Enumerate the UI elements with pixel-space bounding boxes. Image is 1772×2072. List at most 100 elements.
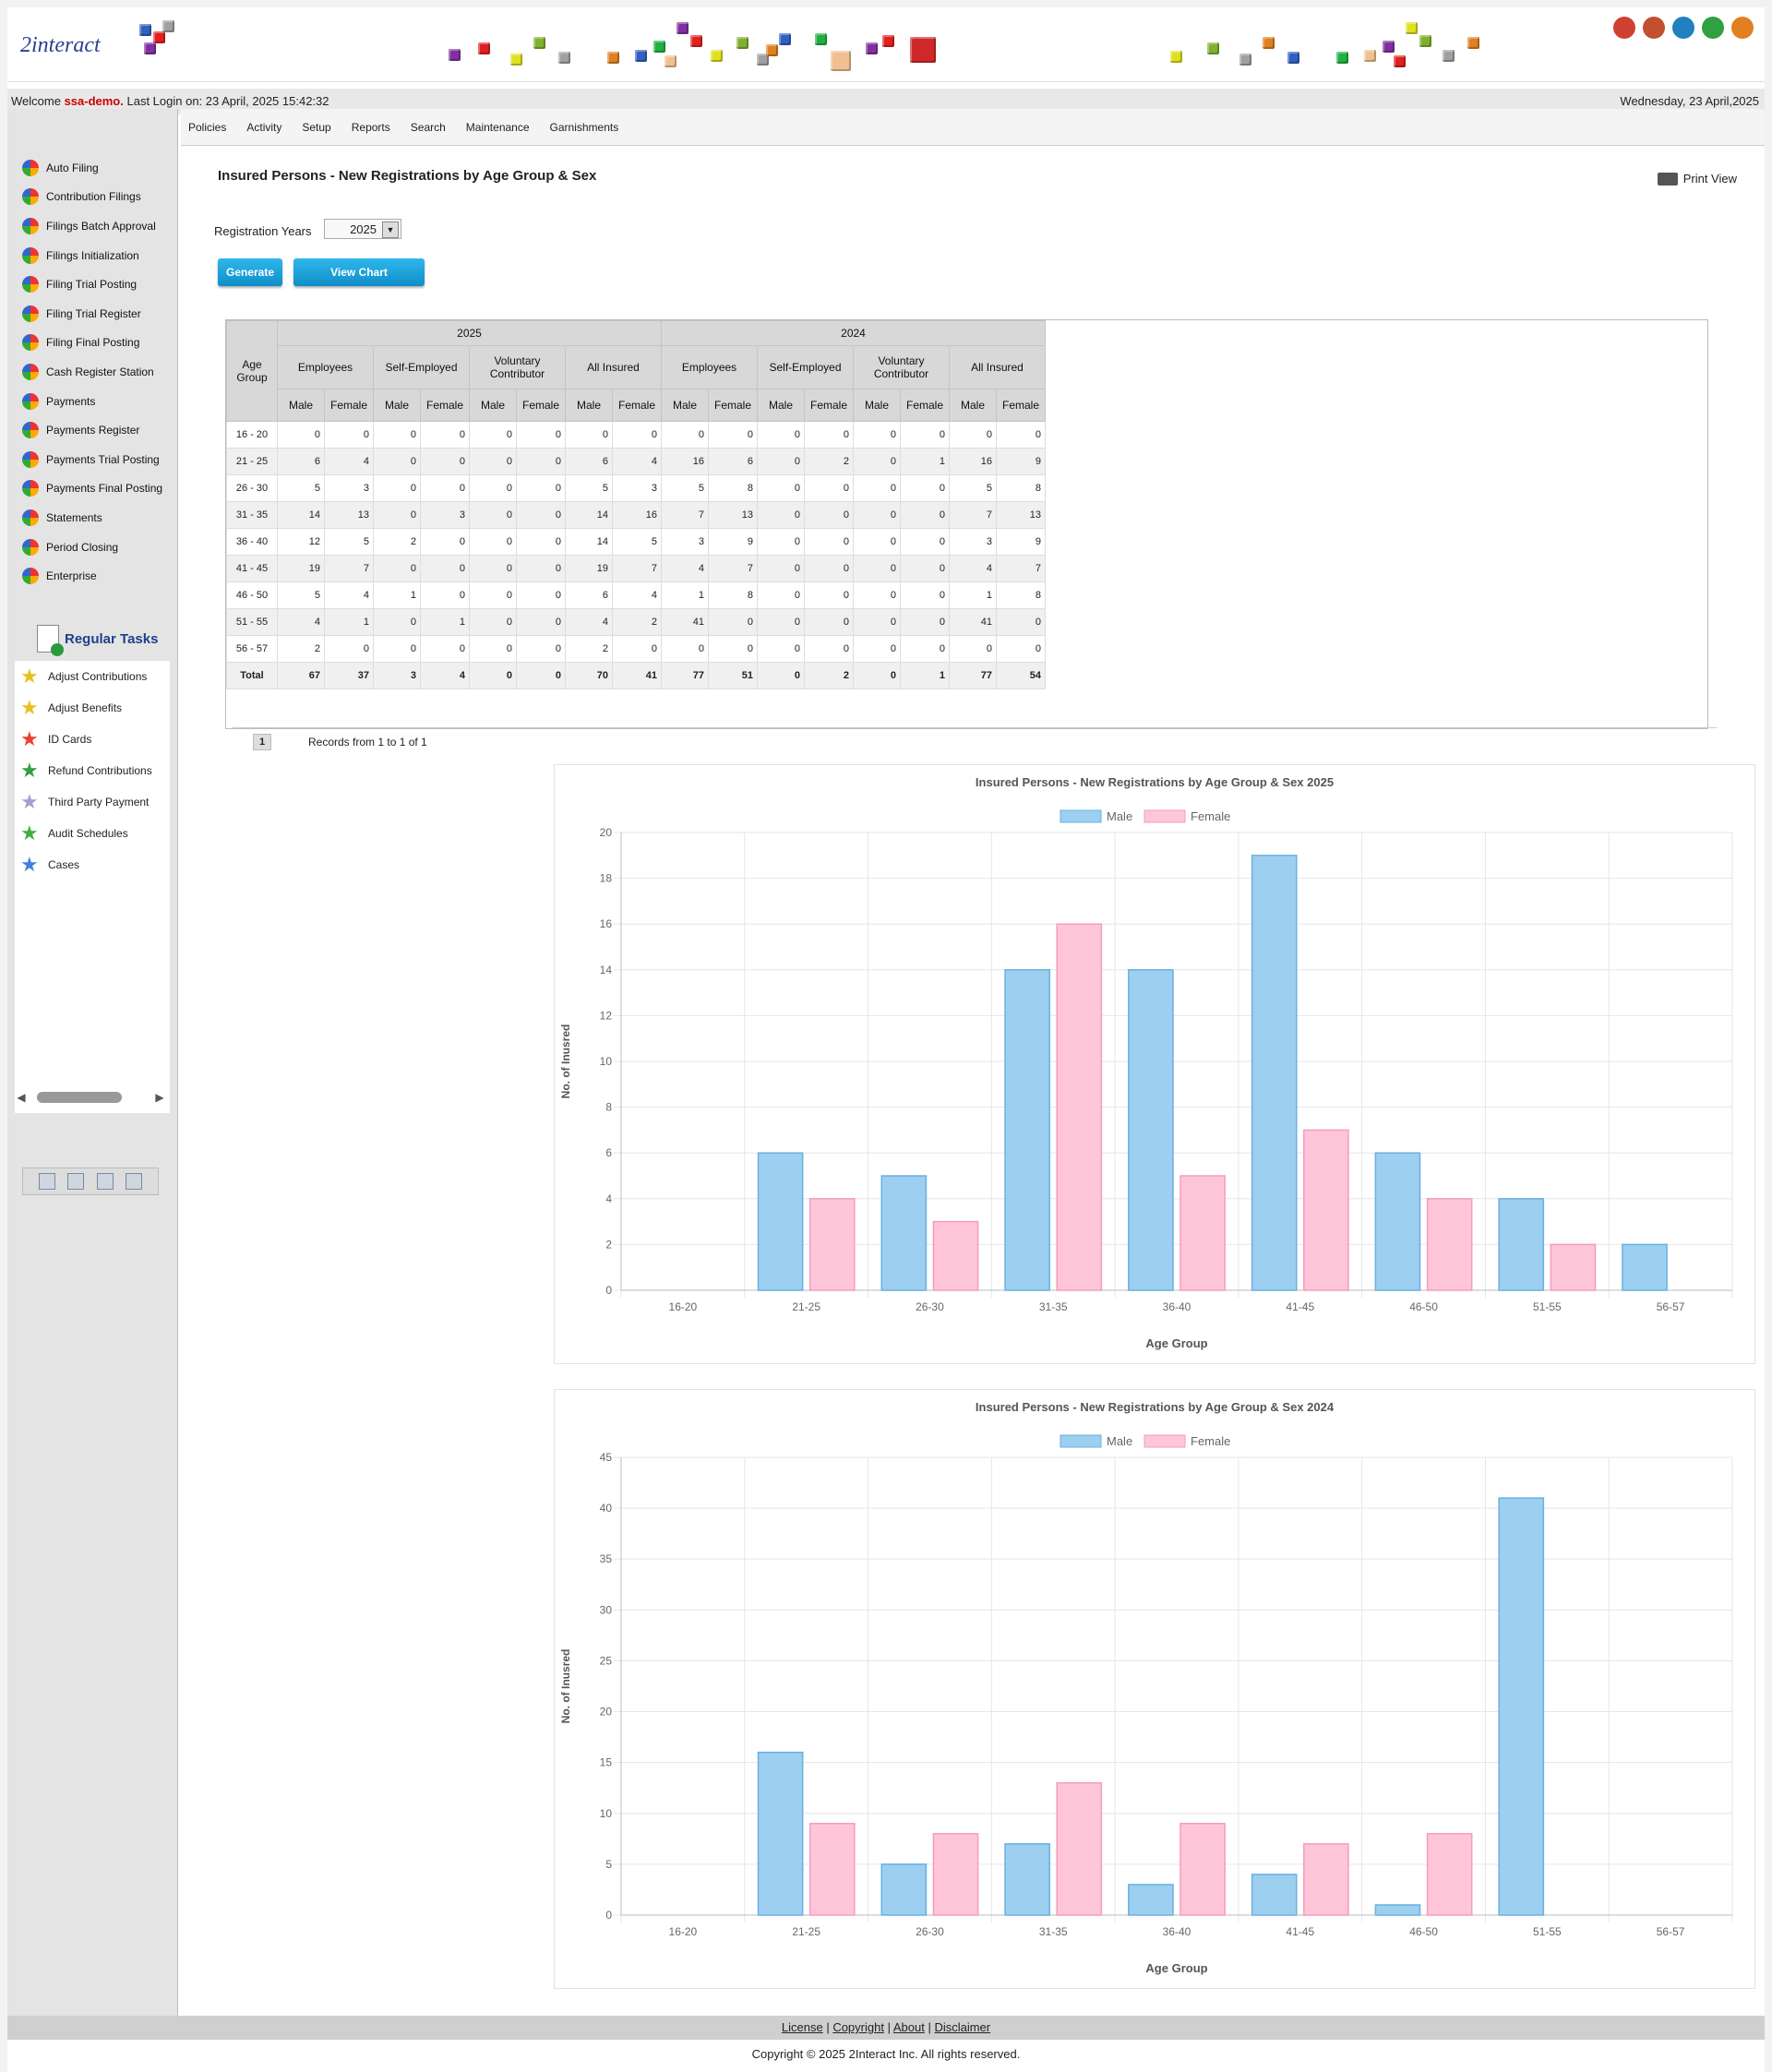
value-cell: 4 bbox=[612, 581, 662, 609]
menu-setup[interactable]: Setup bbox=[302, 120, 331, 134]
menu-activity[interactable]: Activity bbox=[246, 120, 282, 134]
sidebar-item-auto-filing[interactable]: Auto Filing bbox=[13, 153, 175, 183]
tasks-scrollbar[interactable]: ◀ ▶ bbox=[15, 1087, 170, 1108]
sex-header: Male bbox=[757, 389, 805, 422]
bar-male[interactable] bbox=[1374, 1152, 1421, 1291]
globe-icon[interactable] bbox=[1672, 17, 1694, 39]
star-icon: ★ bbox=[20, 853, 39, 876]
home-icon[interactable] bbox=[1613, 17, 1635, 39]
value-cell: 0 bbox=[853, 635, 901, 663]
layout-icon[interactable] bbox=[67, 1173, 85, 1190]
scroll-right-icon[interactable]: ▶ bbox=[155, 1091, 164, 1104]
menu-reports[interactable]: Reports bbox=[351, 120, 390, 134]
bar-female[interactable] bbox=[808, 1198, 856, 1291]
bar-female[interactable] bbox=[1179, 1175, 1226, 1291]
layout-icon[interactable] bbox=[38, 1173, 55, 1190]
bar-male[interactable] bbox=[1128, 1884, 1174, 1916]
legend-swatch-female[interactable] bbox=[1143, 809, 1186, 823]
sidebar-item-filing-trial-register[interactable]: Filing Trial Register bbox=[13, 299, 175, 329]
menu-garnishments[interactable]: Garnishments bbox=[549, 120, 619, 134]
value-cell: 19 bbox=[565, 555, 613, 582]
user-icon[interactable] bbox=[1643, 17, 1665, 39]
print-view-link[interactable]: Print View bbox=[1657, 172, 1737, 186]
layout-icon[interactable] bbox=[96, 1173, 114, 1190]
menu-search[interactable]: Search bbox=[410, 120, 446, 134]
scroll-thumb[interactable] bbox=[37, 1092, 122, 1103]
sidebar-item-filing-trial-posting[interactable]: Filing Trial Posting bbox=[13, 269, 175, 299]
task-item-adjust-benefits[interactable]: ★ Adjust Benefits bbox=[15, 692, 170, 724]
bar-male[interactable] bbox=[1498, 1497, 1545, 1916]
menu-maintenance[interactable]: Maintenance bbox=[465, 120, 530, 134]
legend-swatch-female[interactable] bbox=[1143, 1434, 1186, 1448]
footer-link-copyright[interactable]: Copyright bbox=[832, 2020, 884, 2034]
bar-female[interactable] bbox=[1426, 1833, 1473, 1916]
bar-female[interactable] bbox=[1056, 923, 1103, 1291]
sidebar-item-statements[interactable]: Statements bbox=[13, 503, 175, 533]
bar-female[interactable] bbox=[932, 1833, 979, 1916]
scroll-left-icon[interactable]: ◀ bbox=[17, 1091, 26, 1104]
bar-male[interactable] bbox=[880, 1863, 928, 1916]
value-cell: 0 bbox=[804, 635, 854, 663]
bar-male[interactable] bbox=[1128, 969, 1174, 1291]
task-item-adjust-contributions[interactable]: ★ Adjust Contributions bbox=[15, 661, 170, 692]
bar-male[interactable] bbox=[1004, 969, 1050, 1291]
bar-female[interactable] bbox=[1426, 1198, 1473, 1291]
logout-icon[interactable] bbox=[1731, 17, 1754, 39]
view-chart-button[interactable]: View Chart bbox=[293, 258, 425, 286]
task-item-audit-schedules[interactable]: ★ Audit Schedules bbox=[15, 818, 170, 849]
bar-male[interactable] bbox=[1251, 855, 1298, 1291]
sidebar-item-filings-batch-approval[interactable]: Filings Batch Approval bbox=[13, 211, 175, 241]
x-tick-label: 41-45 bbox=[1286, 1300, 1314, 1313]
layout-icon[interactable] bbox=[126, 1173, 143, 1190]
menu-policies[interactable]: Policies bbox=[188, 120, 227, 134]
page-number[interactable]: 1 bbox=[253, 734, 271, 750]
logo[interactable]: 2interact bbox=[15, 13, 199, 78]
task-item-third-party-payment[interactable]: ★ Third Party Payment bbox=[15, 786, 170, 818]
sidebar-item-filing-final-posting[interactable]: Filing Final Posting bbox=[13, 329, 175, 358]
menu-item-icon bbox=[22, 509, 39, 526]
bar-male[interactable] bbox=[1622, 1243, 1668, 1291]
bar-male[interactable] bbox=[1004, 1843, 1050, 1916]
bar-female[interactable] bbox=[1303, 1843, 1349, 1916]
group-header: Voluntary Contributor bbox=[469, 345, 566, 389]
y-tick-label: 25 bbox=[600, 1654, 613, 1667]
sidebar-item-enterprise[interactable]: Enterprise bbox=[13, 561, 175, 591]
bar-female[interactable] bbox=[1179, 1823, 1226, 1916]
sidebar-item-cash-register-station[interactable]: Cash Register Station bbox=[13, 357, 175, 387]
decorative-cube bbox=[664, 55, 676, 67]
legend-swatch-male[interactable] bbox=[1060, 809, 1102, 823]
bar-female[interactable] bbox=[1303, 1129, 1349, 1291]
sidebar-item-payments[interactable]: Payments bbox=[13, 387, 175, 416]
sex-header: Female bbox=[516, 389, 566, 422]
footer-link-license[interactable]: License bbox=[781, 2020, 823, 2034]
task-item-refund-contributions[interactable]: ★ Refund Contributions bbox=[15, 755, 170, 786]
bar-male[interactable] bbox=[880, 1175, 928, 1291]
bar-male[interactable] bbox=[1251, 1874, 1298, 1916]
task-item-id-cards[interactable]: ★ ID Cards bbox=[15, 724, 170, 755]
sidebar-item-payments-register[interactable]: Payments Register bbox=[13, 415, 175, 445]
sidebar-item-filings-initialization[interactable]: Filings Initialization bbox=[13, 241, 175, 270]
legend-swatch-male[interactable] bbox=[1060, 1434, 1102, 1448]
bar-male[interactable] bbox=[757, 1751, 804, 1916]
bar-female[interactable] bbox=[1550, 1243, 1597, 1291]
generate-button[interactable]: Generate bbox=[218, 258, 282, 286]
footer-link-about[interactable]: About bbox=[892, 2020, 925, 2034]
footer-link-disclaimer[interactable]: Disclaimer bbox=[934, 2020, 991, 2034]
bar-female[interactable] bbox=[1056, 1781, 1103, 1916]
sidebar-item-contribution-filings[interactable]: Contribution Filings bbox=[13, 183, 175, 212]
sidebar-item-period-closing[interactable]: Period Closing bbox=[13, 533, 175, 562]
value-cell: 8 bbox=[996, 581, 1046, 609]
bar-male[interactable] bbox=[1374, 1904, 1421, 1916]
value-cell: 0 bbox=[469, 501, 517, 529]
help-icon[interactable] bbox=[1702, 17, 1724, 39]
bar-male[interactable] bbox=[757, 1152, 804, 1291]
sidebar-item-payments-final-posting[interactable]: Payments Final Posting bbox=[13, 474, 175, 504]
bar-female[interactable] bbox=[932, 1220, 979, 1291]
bar-female[interactable] bbox=[808, 1823, 856, 1916]
total-cell: 3 bbox=[373, 662, 421, 689]
task-item-cases[interactable]: ★ Cases bbox=[15, 849, 170, 880]
registration-year-select[interactable]: 2025 ▼ bbox=[324, 219, 401, 239]
bar-male[interactable] bbox=[1498, 1198, 1545, 1291]
x-tick-label: 26-30 bbox=[916, 1300, 944, 1313]
sidebar-item-payments-trial-posting[interactable]: Payments Trial Posting bbox=[13, 445, 175, 474]
